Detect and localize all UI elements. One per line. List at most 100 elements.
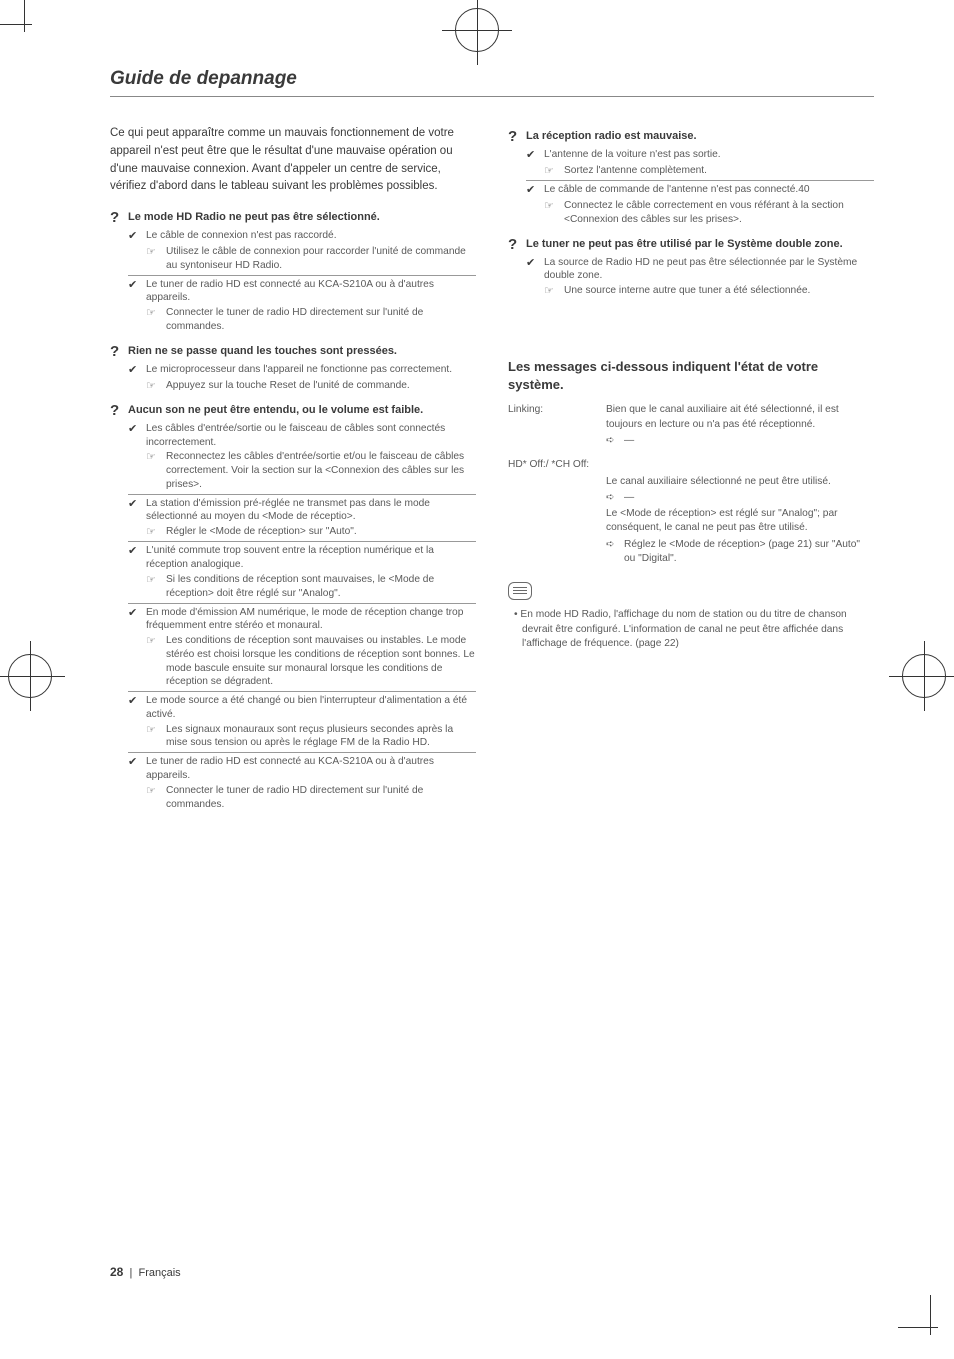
- page-number: 28: [110, 1265, 123, 1279]
- question-block: ? Le mode HD Radio ne peut pas être séle…: [110, 210, 476, 333]
- message-dash: —: [624, 434, 634, 448]
- check-icon: ✔: [526, 256, 538, 271]
- question-block: ? Le tuner ne peut pas être utilisé par …: [508, 237, 874, 299]
- pointer-icon: ☞: [146, 379, 160, 393]
- message-solution: Réglez le <Mode de réception> (page 21) …: [624, 538, 874, 567]
- question-header: ? La réception radio est mauvaise.: [508, 129, 874, 144]
- message-body: Bien que le canal auxiliaire ait été sél…: [606, 403, 874, 448]
- crop-mark-bottom-right: [898, 1295, 954, 1359]
- solution-row: ☞ Régler le <Mode de réception> sur "Aut…: [146, 525, 476, 539]
- cause-row: ✔ Le câble de commande de l'antenne n'es…: [526, 180, 874, 198]
- check-icon: ✔: [128, 694, 140, 709]
- cause-row: ✔ Le câble de connexion n'est pas raccor…: [128, 227, 476, 244]
- message-text: Bien que le canal auxiliaire ait été sél…: [606, 404, 839, 429]
- pointer-icon: ☞: [146, 306, 160, 320]
- cause-row: ✔ Le mode source a été changé ou bien l'…: [128, 691, 476, 722]
- question-text: La réception radio est mauvaise.: [526, 129, 697, 144]
- page-title: Guide de depannage: [110, 68, 874, 97]
- question-text: Le tuner ne peut pas être utilisé par le…: [526, 237, 843, 252]
- message-text: Le <Mode de réception> est réglé sur "An…: [606, 507, 874, 536]
- solution-row: ☞ Connecter le tuner de radio HD directe…: [146, 784, 476, 812]
- message-dash: —: [624, 491, 634, 505]
- cause-row: ✔ L'unité commute trop souvent entre la …: [128, 541, 476, 572]
- pointer-icon: ☞: [544, 199, 558, 213]
- message-body: Le canal auxiliaire sélectionné ne peut …: [606, 475, 874, 567]
- check-icon: ✔: [128, 229, 140, 244]
- solution-row: ☞ Une source interne autre que tuner a é…: [544, 284, 874, 298]
- question-text: Rien ne se passe quand les touches sont …: [128, 344, 397, 359]
- cause-text: Les câbles d'entrée/sortie ou le faiscea…: [146, 422, 476, 450]
- footer-separator: |: [129, 1267, 132, 1279]
- cause-row: ✔ Les câbles d'entrée/sortie ou le faisc…: [128, 420, 476, 450]
- check-icon: ✔: [526, 148, 538, 163]
- question-block: ? Aucun son ne peut être entendu, ou le …: [110, 403, 476, 811]
- solution-row: ☞ Utilisez le câble de connexion pour ra…: [146, 245, 476, 273]
- arrow-icon: ➪: [606, 491, 618, 505]
- question-mark-icon: ?: [110, 344, 122, 359]
- cause-text: La source de Radio HD ne peut pas être s…: [544, 256, 874, 284]
- cause-row: ✔ Le tuner de radio HD est connecté au K…: [128, 275, 476, 306]
- cause-row: ✔ La station d'émission pré-réglée ne tr…: [128, 494, 476, 525]
- message-text: Le canal auxiliaire sélectionné ne peut …: [606, 476, 831, 487]
- solution-text: Connectez le câble correctement en vous …: [564, 199, 874, 227]
- cause-text: Le microprocesseur dans l'appareil ne fo…: [146, 363, 452, 377]
- pointer-icon: ☞: [146, 450, 160, 464]
- message-sub-row: ➪ —: [606, 434, 874, 448]
- check-icon: ✔: [128, 278, 140, 293]
- solution-row: ☞ Connectez le câble correctement en vou…: [544, 199, 874, 227]
- cause-text: L'unité commute trop souvent entre la ré…: [146, 544, 476, 572]
- intro-paragraph: Ce qui peut apparaître comme un mauvais …: [110, 125, 476, 196]
- pointer-icon: ☞: [146, 784, 160, 798]
- pointer-icon: ☞: [146, 723, 160, 737]
- check-icon: ✔: [128, 363, 140, 378]
- pointer-icon: ☞: [146, 245, 160, 259]
- question-mark-icon: ?: [110, 210, 122, 225]
- solution-text: Reconnectez les câbles d'entrée/sortie e…: [166, 450, 476, 491]
- pointer-icon: ☞: [544, 164, 558, 178]
- cause-row: ✔ La source de Radio HD ne peut pas être…: [526, 254, 874, 284]
- check-icon: ✔: [128, 544, 140, 559]
- solution-row: ☞ Si les conditions de réception sont ma…: [146, 573, 476, 601]
- registration-mark-top: [455, 8, 499, 52]
- page-footer: 28 | Français: [110, 1265, 181, 1279]
- solution-text: Régler le <Mode de réception> sur "Auto"…: [166, 525, 357, 539]
- solution-row: ☞ Reconnectez les câbles d'entrée/sortie…: [146, 450, 476, 491]
- message-label: Linking:: [508, 403, 598, 448]
- solution-text: Connecter le tuner de radio HD directeme…: [166, 784, 476, 812]
- crop-mark-top-left: [0, 0, 56, 56]
- note-body: En mode HD Radio, l'affichage du nom de …: [520, 609, 846, 649]
- pointer-icon: ☞: [544, 284, 558, 298]
- message-row: Linking: Bien que le canal auxiliaire ai…: [508, 403, 874, 448]
- cause-row: ✔ L'antenne de la voiture n'est pas sort…: [526, 146, 874, 163]
- solution-text: Une source interne autre que tuner a été…: [564, 284, 810, 298]
- note-text: • En mode HD Radio, l'affichage du nom d…: [508, 608, 874, 651]
- message-row: HD* Off:/ *CH Off: Le canal auxiliaire s…: [508, 458, 874, 566]
- message-label: HD* Off:/ *CH Off:: [508, 458, 874, 472]
- cause-text: Le câble de commande de l'antenne n'est …: [544, 183, 810, 197]
- cause-row: ✔ Le microprocesseur dans l'appareil ne …: [128, 361, 476, 378]
- solution-text: Les conditions de réception sont mauvais…: [166, 634, 476, 689]
- question-mark-icon: ?: [508, 237, 520, 252]
- pointer-icon: ☞: [146, 525, 160, 539]
- cause-row: ✔ Le tuner de radio HD est connecté au K…: [128, 752, 476, 783]
- check-icon: ✔: [128, 755, 140, 770]
- check-icon: ✔: [526, 183, 538, 198]
- solution-text: Si les conditions de réception sont mauv…: [166, 573, 476, 601]
- bullet-icon: •: [514, 609, 518, 620]
- note-icon: [508, 582, 532, 600]
- solution-row: ☞ Sortez l'antenne complètement.: [544, 164, 874, 178]
- solution-row: ☞ Les signaux monauraux sont reçus plusi…: [146, 723, 476, 751]
- two-column-layout: Ce qui peut apparaître comme un mauvais …: [110, 125, 874, 815]
- cause-text: Le mode source a été changé ou bien l'in…: [146, 694, 476, 722]
- right-column: ? La réception radio est mauvaise. ✔ L'a…: [508, 125, 874, 815]
- registration-mark-right: [902, 654, 946, 698]
- cause-text: Le tuner de radio HD est connecté au KCA…: [146, 278, 476, 306]
- cause-text: L'antenne de la voiture n'est pas sortie…: [544, 148, 721, 162]
- check-icon: ✔: [128, 422, 140, 437]
- question-header: ? Rien ne se passe quand les touches son…: [110, 344, 476, 359]
- solution-text: Utilisez le câble de connexion pour racc…: [166, 245, 476, 273]
- pointer-icon: ☞: [146, 573, 160, 587]
- solution-text: Sortez l'antenne complètement.: [564, 164, 707, 178]
- left-column: Ce qui peut apparaître comme un mauvais …: [110, 125, 476, 815]
- cause-text: Le tuner de radio HD est connecté au KCA…: [146, 755, 476, 783]
